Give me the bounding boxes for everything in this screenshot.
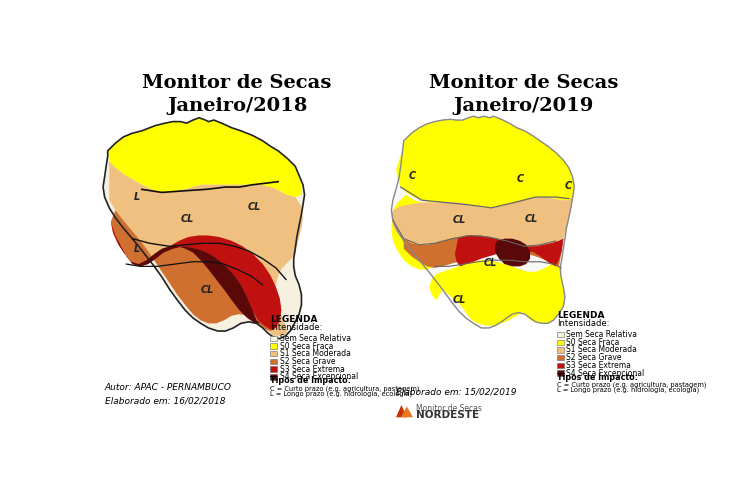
Text: S0 Seca Fraca: S0 Seca Fraca (280, 342, 333, 350)
Text: S4 Seca Excepcional: S4 Seca Excepcional (280, 372, 358, 382)
Bar (557, 340, 564, 345)
Text: S3 Seca Extrema: S3 Seca Extrema (280, 364, 344, 374)
Polygon shape (110, 162, 303, 336)
Text: CL: CL (452, 294, 466, 304)
Polygon shape (400, 406, 413, 418)
Text: Autor: APAC - PERNAMBUCO
Elaborado em: 16/02/2018: Autor: APAC - PERNAMBUCO Elaborado em: 1… (104, 384, 232, 406)
Polygon shape (396, 405, 406, 417)
Text: Sem Seca Relativa: Sem Seca Relativa (566, 330, 638, 339)
Bar (271, 351, 278, 356)
Bar (557, 347, 564, 352)
Polygon shape (396, 116, 574, 208)
Bar (271, 366, 278, 372)
Text: C: C (409, 172, 416, 181)
Text: Monitor de Secas: Monitor de Secas (416, 404, 482, 413)
Polygon shape (108, 118, 302, 197)
Text: C: C (517, 174, 524, 184)
Text: S2 Seca Grave: S2 Seca Grave (566, 353, 622, 362)
Polygon shape (111, 222, 281, 330)
Text: Tipos de Impacto:: Tipos de Impacto: (557, 372, 638, 382)
Polygon shape (429, 258, 565, 326)
Text: Elaborado em: 15/02/2019: Elaborado em: 15/02/2019 (396, 387, 517, 396)
Polygon shape (404, 236, 563, 268)
Text: NORDESTE: NORDESTE (416, 410, 479, 420)
Text: CL: CL (181, 214, 194, 224)
Text: Tipos de Impacto:: Tipos de Impacto: (271, 376, 351, 386)
Text: L = Longo prazo (e.g. hidrologia, ecologia): L = Longo prazo (e.g. hidrologia, ecolog… (271, 390, 413, 397)
Text: CL: CL (452, 215, 466, 225)
Bar (271, 374, 278, 380)
Text: LEGENDA: LEGENDA (271, 315, 318, 324)
Polygon shape (392, 116, 574, 328)
Text: S4 Seca Excepcional: S4 Seca Excepcional (566, 368, 645, 378)
Text: LEGENDA: LEGENDA (557, 311, 604, 320)
Text: C: C (565, 182, 572, 192)
Text: L: L (134, 244, 140, 254)
Polygon shape (495, 238, 530, 266)
Polygon shape (111, 210, 281, 331)
Bar (271, 344, 278, 349)
Text: S2 Seca Grave: S2 Seca Grave (280, 357, 335, 366)
Text: S1 Seca Moderada: S1 Seca Moderada (280, 350, 350, 358)
Polygon shape (103, 118, 304, 338)
Text: L = Longo prazo (e.g. hidrologia, ecologia): L = Longo prazo (e.g. hidrologia, ecolog… (557, 387, 700, 394)
Text: CL: CL (484, 258, 497, 268)
Text: L: L (134, 192, 140, 202)
Text: C = Curto prazo (e.g. agricultura, pastagem): C = Curto prazo (e.g. agricultura, pasta… (271, 386, 420, 392)
Polygon shape (455, 236, 563, 266)
Text: Intensidade:: Intensidade: (271, 322, 322, 332)
Bar (271, 359, 278, 364)
Polygon shape (392, 194, 478, 270)
Bar (557, 355, 564, 360)
Text: CL: CL (525, 214, 538, 224)
Text: CL: CL (248, 202, 260, 212)
Bar (557, 332, 564, 337)
Bar (557, 362, 564, 368)
Bar (271, 336, 278, 341)
Text: S0 Seca Fraca: S0 Seca Fraca (566, 338, 620, 346)
Text: C = Curto prazo (e.g. agricultura, pastagem): C = Curto prazo (e.g. agricultura, pasta… (557, 382, 706, 388)
Text: S1 Seca Moderada: S1 Seca Moderada (566, 346, 638, 354)
Bar (557, 370, 564, 376)
Text: CL: CL (201, 284, 214, 294)
Polygon shape (112, 226, 260, 324)
Text: Intensidade:: Intensidade: (557, 318, 610, 328)
Text: Sem Seca Relativa: Sem Seca Relativa (280, 334, 351, 343)
Text: Monitor de Secas
Janeiro/2019: Monitor de Secas Janeiro/2019 (429, 74, 619, 115)
Text: S3 Seca Extrema: S3 Seca Extrema (566, 361, 632, 370)
Text: Monitor de Secas
Janeiro/2018: Monitor de Secas Janeiro/2018 (142, 74, 332, 115)
Polygon shape (392, 197, 573, 246)
